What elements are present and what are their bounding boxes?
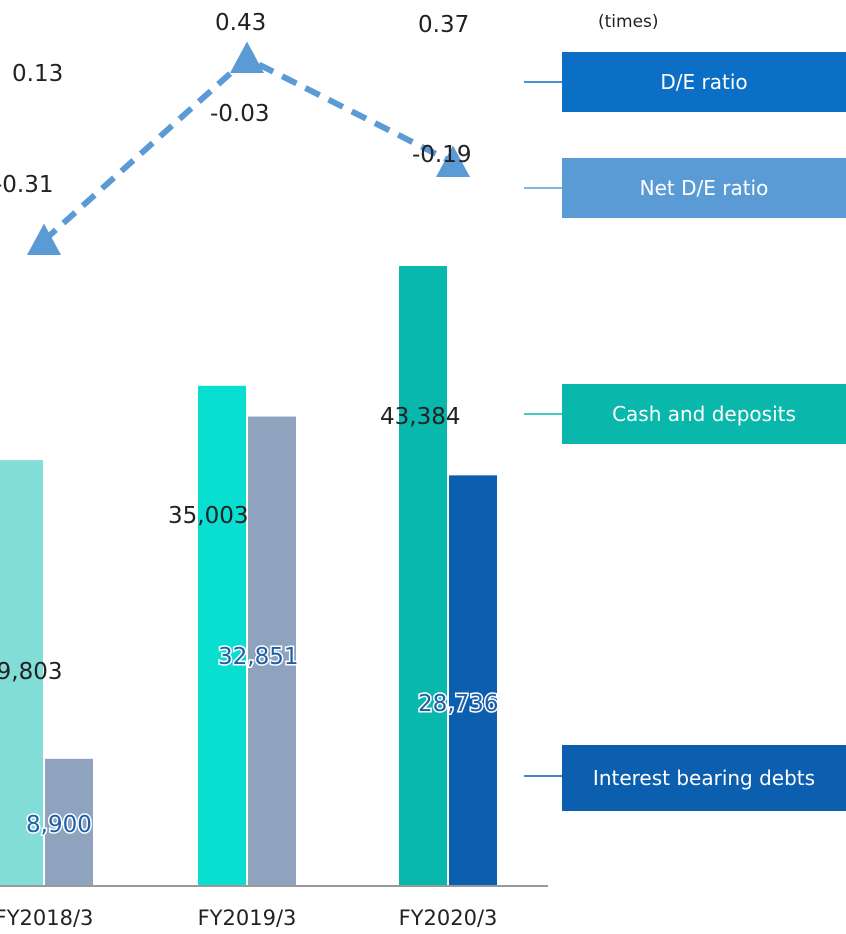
data-label-cash-and-deposits-fy2019-3: 35,003 — [168, 503, 248, 529]
data-label-cash-and-deposits-fy2020-3: 43,384 — [380, 404, 460, 430]
legend-box-interest-bearing-debts — [562, 745, 846, 811]
bar-interest-bearing-debts-fy2019-3 — [248, 416, 296, 886]
bar-cash-and-deposits-fy2020-3 — [399, 266, 447, 886]
data-label-d-e-ratio-fy2020-3: 0.37 — [418, 12, 469, 38]
labels-layer: 29,803 8,900 35,003 32,851 43,384 28,736 0.13 -… — [0, 10, 500, 840]
x-tick-fy2019-3: FY2019/3 — [198, 906, 297, 930]
legend-box-cash-and-deposits — [562, 384, 846, 444]
data-label-interest-bearing-debts-fy2020-3: 28,736 — [418, 691, 498, 717]
legend-label-interest-bearing-debts: Interest bearing debts — [593, 766, 815, 790]
marker-net-d-e-ratio-fy2018-3 — [27, 223, 61, 255]
x-tick-fy2018-3: FY2018/3 — [0, 906, 93, 930]
marker-net-d-e-ratio-fy2020-3 — [436, 145, 470, 177]
data-label-cash-and-deposits-fy2018-3: 29,803 — [0, 659, 62, 685]
data-label-d-e-ratio-fy2019-3: 0.43 — [215, 10, 266, 36]
data-label-interest-bearing-debts-fy2018-3: 8,900 — [26, 812, 92, 838]
marker-net-d-e-ratio-fy2019-3 — [230, 41, 264, 73]
data-label-interest-bearing-debts-fy2019-3: 32,851 — [218, 644, 298, 670]
legend-box-d-e-ratio — [562, 52, 846, 112]
data-label-net-d-e-ratio-fy2019-3: -0.03 — [210, 101, 270, 127]
x-tick-labels: FY2018/3 FY2019/3 FY2020/3 — [0, 906, 497, 930]
legend: D/E ratio Net D/E ratio Cash and deposits I… — [524, 52, 846, 811]
legend-label-d-e-ratio: D/E ratio — [660, 70, 747, 94]
data-label-net-d-e-ratio-fy2020-3: -0.19 — [412, 142, 472, 168]
lines-layer — [27, 41, 470, 255]
legend-label-net-d-e-ratio: Net D/E ratio — [640, 176, 769, 200]
bar-cash-and-deposits-fy2019-3 — [198, 385, 246, 886]
unit-label: (times) — [598, 12, 659, 32]
bar-interest-bearing-debts-fy2018-3 — [45, 758, 93, 886]
data-label-net-d-e-ratio-fy2018-3: -0.31 — [0, 172, 54, 198]
x-tick-fy2020-3: FY2020/3 — [399, 906, 498, 930]
legend-box-net-d-e-ratio — [562, 158, 846, 218]
bar-cash-and-deposits-fy2018-3 — [0, 460, 43, 886]
bars-layer — [0, 266, 497, 886]
bar-interest-bearing-debts-fy2020-3 — [449, 475, 497, 886]
legend-label-cash-and-deposits: Cash and deposits — [612, 402, 796, 426]
line-net-d-e-ratio — [41, 54, 455, 243]
data-label-d-e-ratio-fy2018-3: 0.13 — [12, 61, 63, 87]
